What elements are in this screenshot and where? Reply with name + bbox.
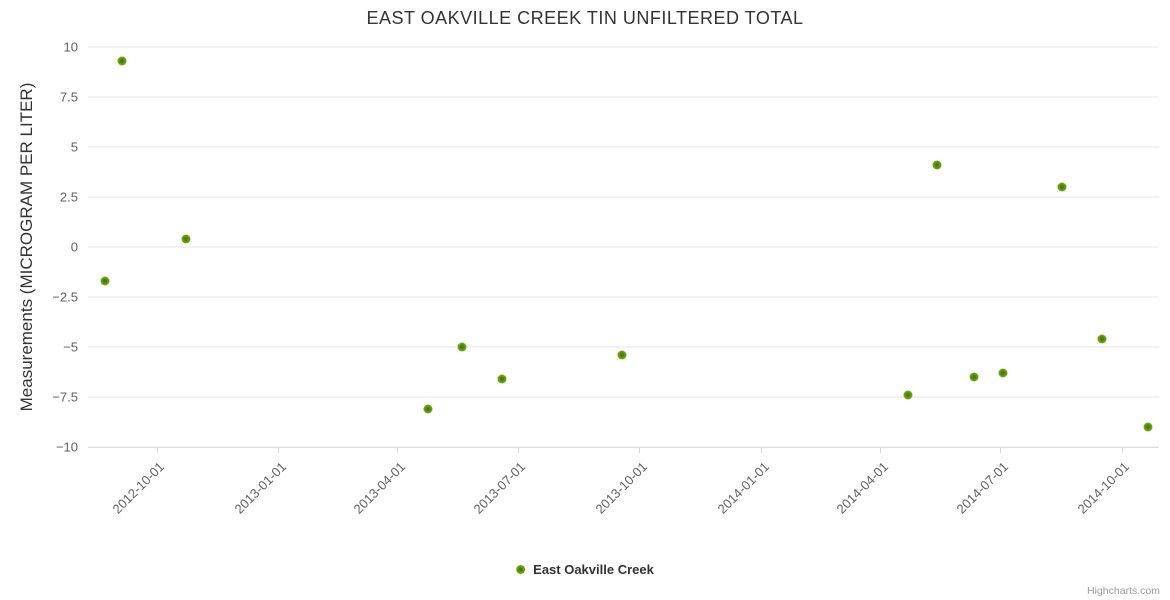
y-tick-label: 10 — [63, 39, 78, 55]
y-tick-label: −5 — [63, 339, 78, 355]
x-tick-label: 2012-10-01 — [109, 459, 168, 517]
x-axis-labels: 2012-10-01 2013-01-01 2013-04-01 2013-07-01… — [88, 455, 1159, 555]
data-point[interactable] — [423, 404, 433, 414]
chart-title: EAST OAKVILLE CREEK TIN UNFILTERED TOTAL — [366, 8, 804, 28]
x-tick-mark — [761, 448, 762, 453]
x-tick-mark — [397, 448, 399, 453]
data-point[interactable] — [998, 368, 1008, 378]
x-tick-label: 2013-04-01 — [350, 459, 408, 517]
y-tick-label: 5 — [70, 139, 78, 155]
y-tick-label: 0 — [70, 239, 78, 255]
x-tick-mark — [1121, 448, 1123, 453]
x-tick-label: 2013-10-01 — [592, 459, 650, 517]
x-axis-ticks — [88, 447, 1159, 453]
x-tick-mark — [156, 448, 158, 453]
grid-line — [88, 446, 1159, 448]
data-point[interactable] — [100, 276, 110, 286]
y-axis-labels: 10 7.5 5 2.5 0 −2.5 −5 −7.5 −10 — [0, 40, 80, 455]
x-tick-label: 2013-01-01 — [231, 459, 289, 517]
data-point[interactable] — [181, 234, 191, 244]
grid-line — [88, 296, 1159, 298]
y-tick-label: −7.5 — [52, 389, 78, 405]
data-point[interactable] — [903, 390, 913, 400]
x-tick-label: 2014-01-01 — [713, 459, 772, 517]
y-tick-label: −2.5 — [52, 289, 78, 305]
legend-item[interactable]: East Oakville Creek — [516, 562, 654, 577]
grid-line — [88, 46, 1159, 48]
legend-marker-icon — [516, 565, 526, 574]
grid-line — [88, 96, 1159, 98]
y-tick-label: 7.5 — [59, 89, 78, 105]
x-tick-mark — [1000, 448, 1002, 453]
x-tick-mark — [639, 448, 641, 453]
data-point[interactable] — [117, 56, 127, 66]
x-tick-label: 2013-07-01 — [470, 459, 529, 517]
data-point[interactable] — [932, 160, 942, 170]
grid-line — [88, 396, 1159, 398]
x-tick-label: 2014-04-01 — [832, 459, 891, 517]
data-point[interactable] — [1097, 334, 1107, 344]
plot-area — [88, 46, 1159, 448]
data-point[interactable] — [1057, 182, 1067, 192]
y-tick-label: −10 — [55, 439, 78, 455]
x-tick-mark — [278, 448, 280, 453]
grid-line — [88, 146, 1159, 148]
data-point[interactable] — [497, 374, 507, 384]
data-point[interactable] — [457, 342, 467, 352]
grid-line — [88, 346, 1159, 348]
y-tick-label: 2.5 — [59, 189, 78, 205]
x-tick-label: 2014-07-01 — [953, 459, 1011, 517]
x-tick-mark — [880, 448, 881, 453]
x-tick-mark — [517, 448, 519, 453]
credits-link[interactable]: Highcharts.com — [1087, 585, 1160, 597]
data-point[interactable] — [617, 350, 627, 360]
data-point[interactable] — [969, 372, 979, 382]
data-point[interactable] — [1143, 422, 1153, 432]
x-tick-label: 2014-10-01 — [1074, 459, 1133, 517]
grid-line — [88, 246, 1159, 248]
grid-line — [88, 196, 1159, 198]
legend-label: East Oakville Creek — [533, 562, 654, 577]
